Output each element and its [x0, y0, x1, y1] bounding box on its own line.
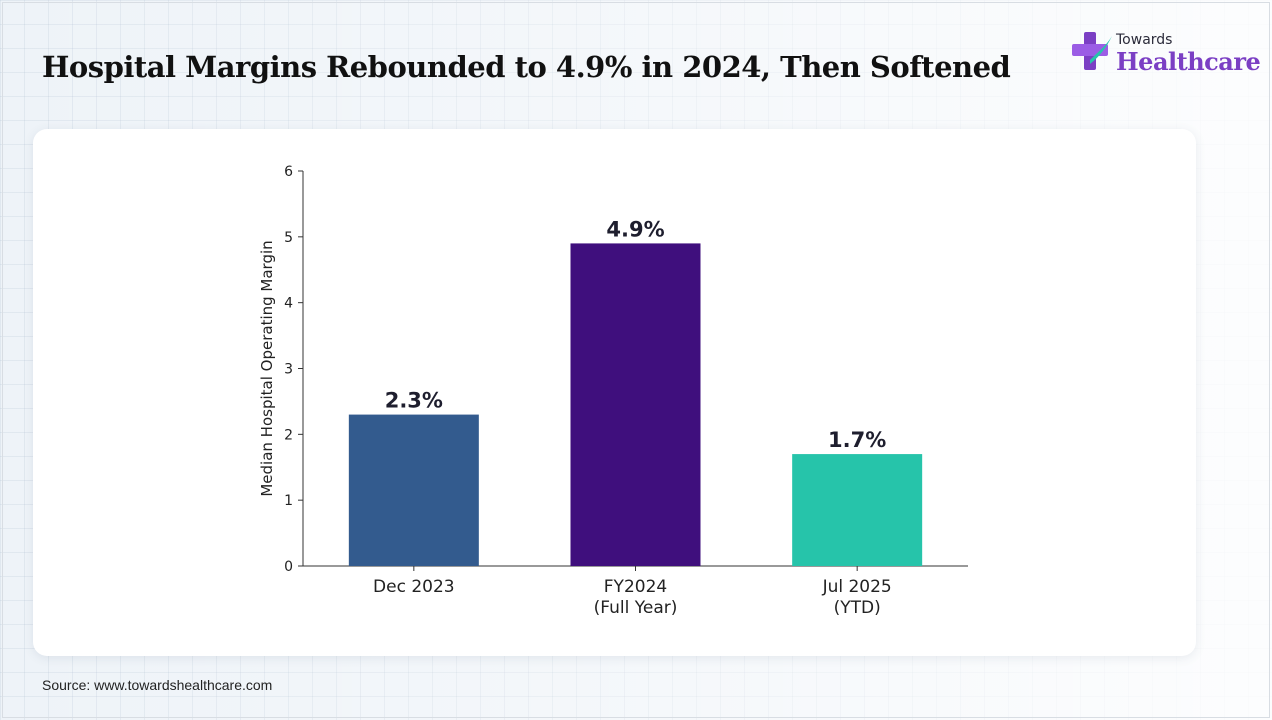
brand-logo: Towards Healthcare — [1072, 30, 1261, 78]
y-tick-label: 3 — [284, 362, 293, 378]
bar-value-label: 4.9% — [606, 217, 664, 241]
y-tick-label: 5 — [284, 230, 293, 246]
medical-cross-icon — [1072, 32, 1112, 70]
brand-name-main: Healthcare — [1116, 47, 1261, 76]
bar-value-label: 1.7% — [828, 428, 886, 452]
y-tick-label: 0 — [284, 559, 293, 575]
y-axis-label: Median Hospital Operating Margin — [258, 240, 276, 496]
x-tick-label: (Full Year) — [594, 598, 678, 618]
brand-name-top: Towards — [1116, 32, 1173, 48]
y-tick-label: 2 — [284, 427, 293, 443]
source-note: Source: www.towardshealthcare.com — [42, 677, 273, 693]
x-tick-label: Jul 2025 — [822, 577, 892, 597]
y-tick-label: 1 — [284, 493, 293, 509]
x-tick-label: Dec 2023 — [373, 577, 455, 597]
page-title: Hospital Margins Rebounded to 4.9% in 20… — [42, 50, 1011, 84]
y-tick-label: 6 — [284, 164, 293, 180]
bar — [570, 243, 701, 566]
bar — [348, 414, 479, 566]
bar — [792, 454, 923, 566]
y-tick-label: 4 — [284, 296, 293, 312]
bar-value-label: 2.3% — [385, 389, 443, 413]
x-tick-label: (YTD) — [834, 598, 881, 618]
x-tick-label: FY2024 — [604, 577, 667, 597]
